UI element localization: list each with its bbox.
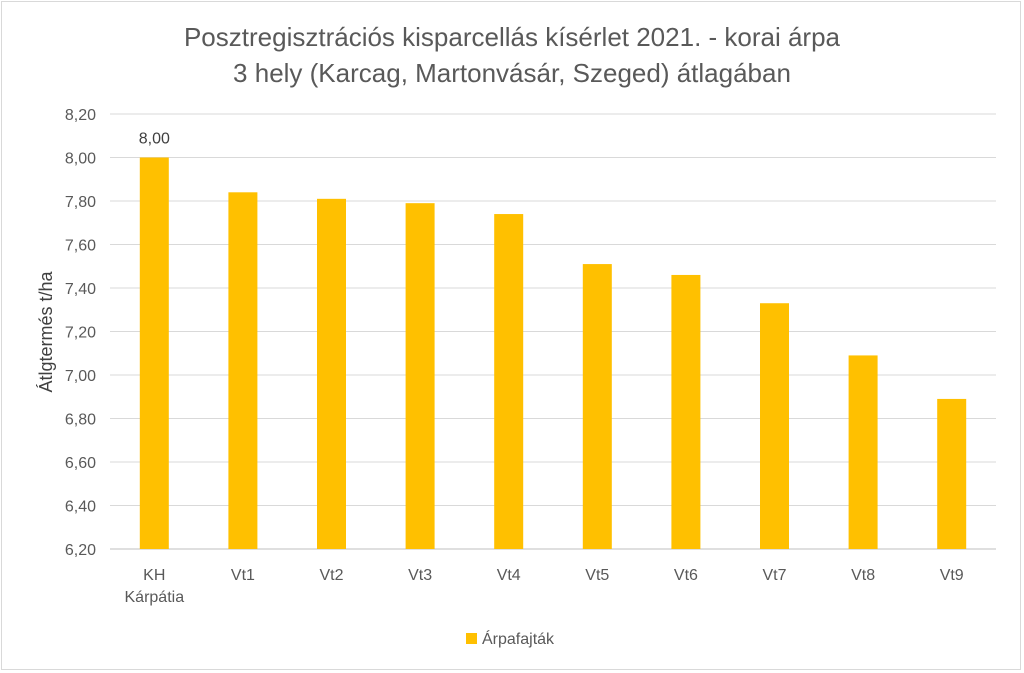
legend-swatch: [466, 633, 477, 644]
bar: [937, 398, 967, 549]
x-tick-label: Vt7: [762, 567, 786, 584]
data-label: 8,00: [139, 131, 170, 148]
x-tick-label: Kárpátia: [125, 589, 185, 606]
bar: [848, 355, 878, 549]
y-tick-label: 6,60: [65, 455, 96, 472]
y-tick-label: 6,20: [65, 542, 96, 559]
bar: [317, 198, 346, 549]
legend-label: Árpafajták: [482, 629, 555, 648]
chart-subtitle: 3 hely (Karcag, Martonvásár, Szeged) átl…: [233, 58, 791, 88]
y-tick-label: 7,80: [65, 194, 96, 211]
bar: [582, 264, 612, 549]
x-tick-label: Vt2: [319, 567, 343, 584]
x-tick-label: Vt6: [674, 567, 698, 584]
bar: [494, 214, 524, 550]
y-tick-label: 7,60: [65, 238, 96, 255]
chart-title: Posztregisztrációs kisparcellás kísérlet…: [183, 22, 841, 52]
bars: [139, 157, 967, 550]
x-tick-label: Vt4: [497, 567, 521, 584]
gridlines: [110, 113, 996, 550]
bar: [228, 192, 258, 550]
bar: [139, 157, 169, 549]
y-tick-label: 8,20: [65, 107, 96, 124]
x-tick-label: Vt8: [851, 567, 875, 584]
y-tick-label: 8,00: [65, 151, 96, 168]
bar: [760, 303, 789, 549]
y-tick-label: 7,00: [65, 368, 96, 385]
x-axis-ticks: KH Kárpátia Vt1 Vt2 Vt3 Vt4 Vt5 Vt6 Vt7 Vt8 Vt9: [125, 567, 964, 606]
y-axis-ticks: 6,20 6,40 6,60 6,80 7,00 7,20 7,40 7,60 7,80 8,00…: [65, 107, 96, 559]
y-axis-label: Átlgtermés t/ha: [36, 270, 56, 392]
y-tick-label: 7,20: [65, 325, 96, 342]
data-labels: 8,00: [139, 131, 170, 148]
x-tick-label: Vt5: [585, 567, 609, 584]
bar: [671, 274, 701, 549]
bar: [405, 203, 435, 550]
y-tick-label: 6,40: [65, 499, 96, 516]
legend: Árpafajták: [466, 629, 555, 648]
x-tick-label: Vt9: [940, 567, 964, 584]
y-tick-label: 7,40: [65, 281, 96, 298]
x-tick-label: Vt3: [408, 567, 432, 584]
y-tick-label: 6,80: [65, 412, 96, 429]
x-tick-label: Vt1: [231, 567, 255, 584]
x-tick-label: KH: [143, 567, 165, 584]
